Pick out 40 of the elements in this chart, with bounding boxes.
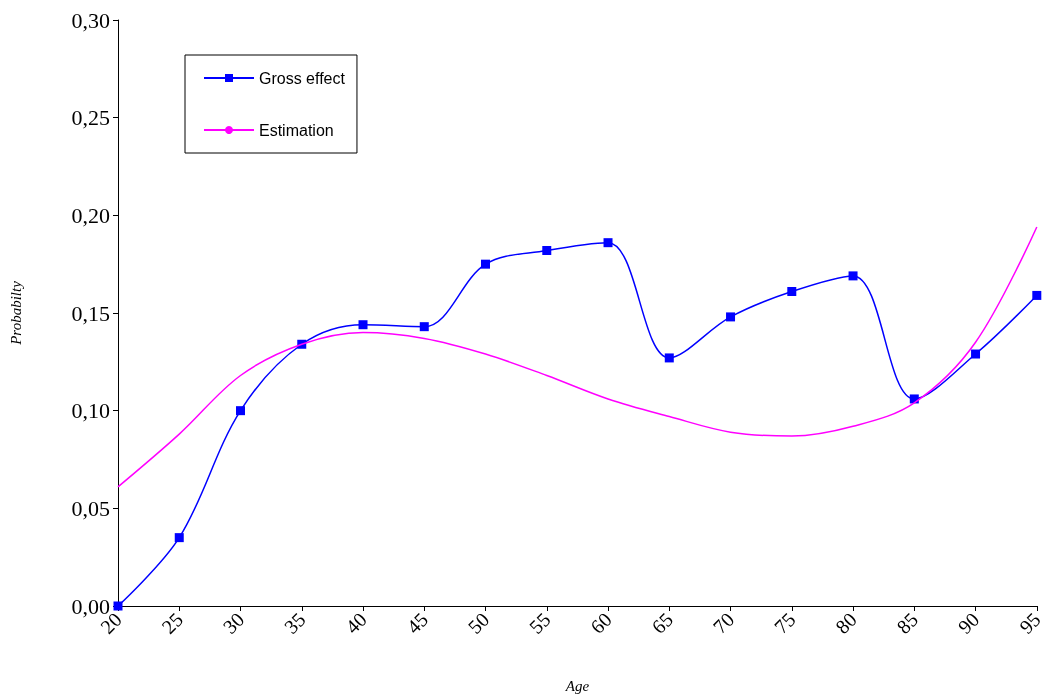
- x-tick-label: 95: [1014, 608, 1045, 638]
- point: [419, 322, 429, 332]
- x-tick-label: 35: [279, 608, 310, 638]
- point: [664, 353, 674, 363]
- x-tick-label: 90: [953, 608, 984, 638]
- point: [358, 320, 368, 330]
- point: [481, 259, 491, 269]
- point: [787, 287, 797, 297]
- x-tick-label: 30: [218, 608, 249, 638]
- x-tick-label: 50: [463, 608, 494, 638]
- x-tick-label: 60: [586, 608, 616, 638]
- x-tick-label: 45: [402, 608, 433, 638]
- y-tick-label: 0,20: [71, 202, 110, 228]
- point: [848, 271, 858, 281]
- point: [726, 312, 736, 322]
- x-axis-title: Age: [564, 677, 590, 694]
- legend-label: Gross effect: [259, 69, 346, 87]
- point: [174, 533, 184, 543]
- x-tick-label: 80: [831, 608, 861, 638]
- x-tick-label: 40: [341, 608, 371, 638]
- x-tick-label: 75: [769, 608, 800, 638]
- point: [236, 406, 246, 416]
- y-tick-label: 0,10: [71, 398, 110, 424]
- y-tick-label: 0,25: [71, 105, 110, 131]
- point: [971, 349, 981, 359]
- y-tick-label: 0,15: [71, 300, 110, 326]
- x-tick-label: 25: [157, 608, 188, 638]
- y-tick-label: 0,30: [71, 7, 110, 33]
- point: [113, 601, 123, 611]
- y-tick-label: 0,05: [71, 495, 110, 521]
- point: [1032, 290, 1042, 300]
- x-tick-label: 70: [708, 608, 739, 638]
- point: [603, 238, 613, 248]
- legend-label: Estimation: [259, 121, 334, 139]
- x-tick-label: 85: [892, 608, 923, 638]
- x-tick-label: 55: [524, 608, 555, 638]
- point: [542, 245, 552, 255]
- x-tick-label: 65: [647, 608, 678, 638]
- line-series: [117, 226, 1038, 488]
- y-axis-title: Probabilty: [7, 280, 24, 346]
